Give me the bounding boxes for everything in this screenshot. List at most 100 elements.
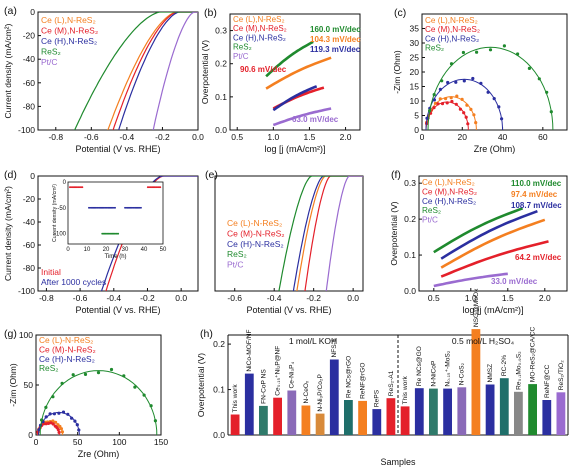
y-tick-label: 0 bbox=[414, 125, 419, 135]
legend-entry: ReS₂ bbox=[422, 206, 441, 215]
legend-entry: Ce (L)-N-ReS₂ bbox=[39, 335, 93, 345]
plot-frame bbox=[37, 175, 199, 292]
data-point bbox=[446, 80, 450, 85]
x-tick-label: 0.5 bbox=[428, 293, 440, 303]
data-point bbox=[432, 98, 436, 102]
x-tick-label: 1.0 bbox=[267, 132, 279, 142]
slope-annotation: 108.7 mV/dec bbox=[511, 201, 562, 210]
y-tick-label: 0 bbox=[28, 430, 33, 440]
data-point bbox=[545, 90, 549, 94]
legend-entry: Ce (L),N-ReS₂ bbox=[425, 16, 478, 25]
bar bbox=[244, 373, 254, 435]
bar bbox=[429, 388, 438, 435]
x-tick-label: 2.0 bbox=[539, 293, 551, 303]
y-tick-label: -60 bbox=[23, 240, 36, 250]
legend-entry: Ce (M)-N-ReS₂ bbox=[227, 228, 285, 238]
data-point bbox=[455, 94, 459, 98]
inset-x-tick-label: 40 bbox=[141, 247, 148, 253]
bar-label: Re NCs@rGO bbox=[345, 356, 352, 398]
y-tick-label: 0.0 bbox=[213, 430, 225, 440]
data-point bbox=[445, 101, 449, 105]
y-tick-label: 0.1 bbox=[404, 250, 416, 260]
data-point bbox=[492, 97, 496, 101]
bar-label: ReS₂-A1 bbox=[388, 370, 395, 396]
data-point bbox=[549, 110, 553, 114]
bar bbox=[457, 387, 467, 435]
data-point bbox=[77, 428, 81, 432]
x-axis-label: Zre (Ohm) bbox=[474, 144, 516, 154]
slope-annotation: 64.2 mV/dec bbox=[515, 253, 562, 262]
data-point bbox=[57, 411, 61, 415]
y-tick-label: 0.3 bbox=[404, 178, 416, 188]
x-tick-label: 0.0 bbox=[347, 293, 359, 303]
panel-g: 0 50 100 150 0 50 100 Zre (Ohm) -Zim (Ohm) (g) Ce … bbox=[4, 328, 168, 459]
data-point bbox=[54, 420, 58, 424]
x-tick-label: 2.0 bbox=[340, 132, 352, 142]
data-point bbox=[52, 412, 57, 416]
tafel-line bbox=[265, 40, 314, 78]
data-point bbox=[454, 80, 458, 84]
x-tick-label: -0.4 bbox=[120, 132, 135, 142]
plot-frame bbox=[214, 175, 364, 292]
y-tick-label: 30 bbox=[410, 38, 420, 48]
y-tick-label: 0.2 bbox=[215, 59, 227, 69]
data-point bbox=[122, 374, 126, 378]
data-point bbox=[51, 422, 55, 426]
bar-label: NMSZ bbox=[487, 364, 494, 383]
bar bbox=[358, 400, 367, 435]
legend-entry: Ce (L),N-ReS₂ bbox=[41, 15, 96, 25]
inset-x-tick-label: 30 bbox=[122, 247, 129, 253]
y-tick-label: 10 bbox=[410, 96, 420, 106]
data-point bbox=[56, 428, 60, 432]
data-point bbox=[44, 415, 48, 419]
data-point bbox=[440, 79, 444, 83]
data-point bbox=[425, 116, 429, 120]
data-point bbox=[40, 418, 44, 422]
x-tick-label: 50 bbox=[73, 437, 83, 447]
y-tick-label: -20 bbox=[23, 31, 36, 41]
x-tick-label: 0.0 bbox=[175, 293, 187, 303]
bar-label: MO-ReS₂@CA/CC bbox=[530, 326, 537, 382]
bar-label: NSG@MoOx bbox=[473, 288, 480, 327]
slope-annotation: 33.0 mV/dec bbox=[491, 277, 538, 286]
data-point bbox=[488, 48, 493, 52]
legend-entry: Ce (M),N-ReS₂ bbox=[233, 24, 287, 33]
y-tick-label: -100 bbox=[18, 286, 35, 296]
data-point bbox=[48, 412, 52, 416]
bar-label: Ce-Ni₃P₄ bbox=[289, 362, 296, 389]
data-point bbox=[497, 105, 501, 109]
x-tick-label: 150 bbox=[154, 437, 168, 447]
data-point bbox=[96, 371, 101, 375]
data-point bbox=[454, 102, 458, 106]
series-line bbox=[325, 176, 363, 291]
bar-label: ReNF@rGO bbox=[360, 363, 367, 399]
bar-label: Ce₀.₁₅⁺Ni₂P@NF bbox=[275, 346, 282, 396]
data-point bbox=[474, 121, 478, 125]
inset-frame bbox=[67, 181, 164, 245]
y-tick-label: 0.3 bbox=[215, 26, 227, 36]
plot-frame bbox=[229, 13, 361, 131]
y-axis-label: Current density (mA/cm²) bbox=[3, 23, 13, 118]
inset-point bbox=[81, 186, 84, 189]
panel-label: (d) bbox=[4, 169, 17, 181]
y-tick-label: 0.1 bbox=[215, 92, 227, 102]
x-tick-label: 100 bbox=[112, 437, 126, 447]
x-tick-label: 1.5 bbox=[502, 293, 514, 303]
data-point bbox=[444, 97, 448, 101]
series-line bbox=[278, 176, 363, 291]
y-tick-label: 25 bbox=[410, 53, 420, 63]
inset-point bbox=[117, 232, 120, 235]
tafel-line bbox=[272, 107, 332, 127]
legend-entry: After 1000 cycles bbox=[41, 277, 106, 287]
panel-e: -0.6 -0.4 -0.2 0.0 Potential (V vs. RHE) (e) C… bbox=[205, 169, 364, 315]
y-tick-label: 100 bbox=[19, 330, 33, 340]
data-point bbox=[527, 66, 532, 70]
data-point bbox=[469, 107, 473, 111]
legend-entry: Ce (M),N-ReS₂ bbox=[41, 26, 98, 36]
legend-entry: ReS₂ bbox=[227, 249, 247, 259]
bar-label: N-CoS₂ bbox=[459, 362, 466, 385]
inset-chart: 0 10 20 30 40 50 0 -50 -100 Time (h) Current densi… bbox=[52, 180, 167, 260]
x-tick-label: 60 bbox=[538, 132, 548, 142]
series-line bbox=[152, 12, 198, 130]
x-tick-label: -0.8 bbox=[39, 293, 54, 303]
